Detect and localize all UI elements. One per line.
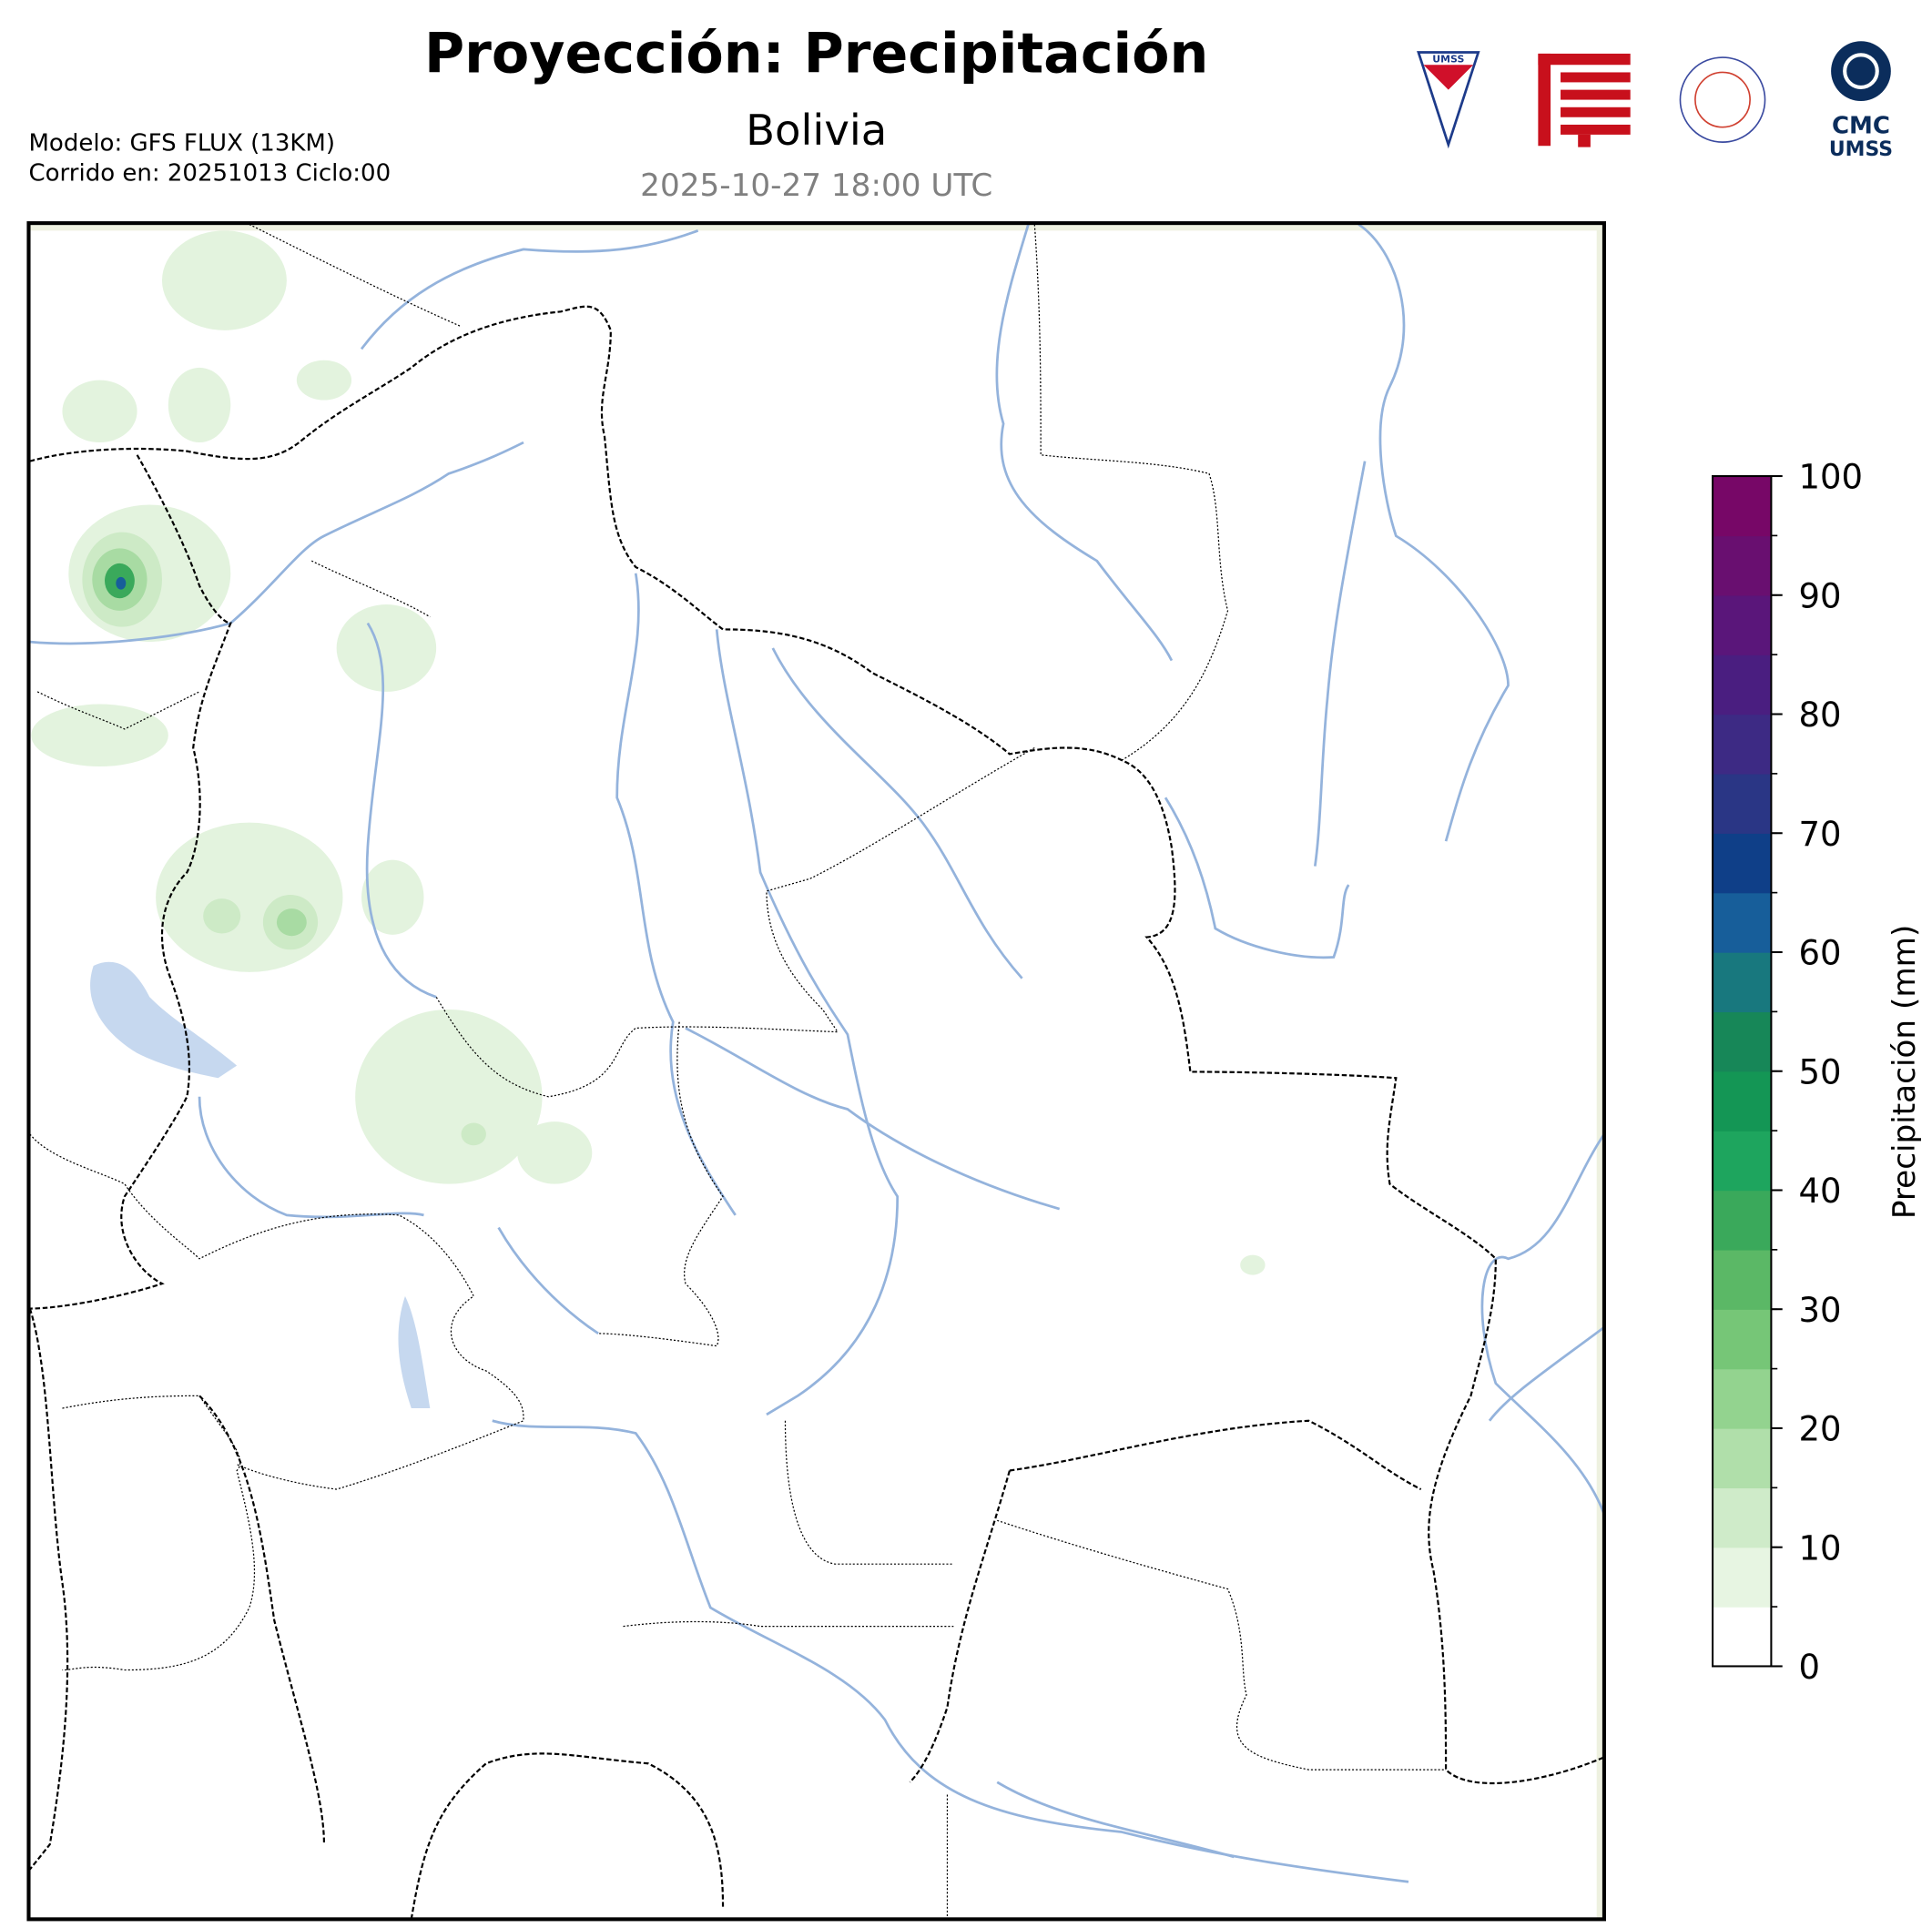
colorbar-segment	[1713, 476, 1772, 537]
colorbar-segment	[1713, 1071, 1772, 1131]
logo-cmc	[1831, 41, 1891, 101]
borders	[28, 223, 1604, 1920]
colorbar: 0 10 20 30 40 50 60 70 80 90 100	[1712, 458, 1864, 1687]
tick-label: 90	[1799, 576, 1842, 615]
tick-label: 80	[1799, 695, 1842, 735]
tick-label: 20	[1799, 1410, 1842, 1449]
colorbar-segment	[1713, 833, 1772, 894]
colorbar-segment	[1713, 1607, 1772, 1668]
colorbar-segment	[1713, 655, 1772, 715]
logo-red	[1538, 53, 1631, 147]
logo-cmc-text: CMC	[1832, 113, 1890, 140]
logo-umss-red	[1423, 65, 1474, 90]
colorbar-segment	[1713, 1131, 1772, 1192]
tick-label: 30	[1799, 1291, 1842, 1330]
colorbar-segment	[1713, 1190, 1772, 1251]
colorbar-segment	[1713, 1309, 1772, 1370]
map	[26, 221, 1606, 1922]
colorbar-segment	[1713, 1249, 1772, 1310]
logo-cmc-sub: UMSS	[1829, 138, 1893, 161]
valid-time: 2025-10-27 18:00 UTC	[640, 167, 992, 204]
lakes	[90, 961, 431, 1409]
precip-areas	[31, 230, 1266, 1275]
rivers	[29, 223, 1604, 1883]
colorbar-segment	[1713, 892, 1772, 953]
tick-label: 10	[1799, 1528, 1842, 1568]
colorbar-segment	[1713, 535, 1772, 596]
run-info: Corrido en: 20251013 Ciclo:00	[28, 160, 391, 188]
colorbar-label: Precipitación (mm)	[1886, 925, 1923, 1220]
subtitle: Bolivia	[746, 106, 887, 155]
tick-label: 70	[1799, 815, 1842, 854]
model-info: Modelo: GFS FLUX (13KM)	[28, 130, 335, 157]
logos: UMSS CMC UMSS	[1417, 41, 1893, 161]
map-edge	[1596, 223, 1604, 1920]
colorbar-segment	[1713, 1547, 1772, 1608]
tick-label: 40	[1799, 1172, 1842, 1211]
colorbar-segment	[1713, 951, 1772, 1013]
colorbar-segment	[1713, 1427, 1772, 1489]
colorbar-segment	[1713, 594, 1772, 655]
map-frame	[26, 221, 1606, 1922]
logo-fisica-inner	[1694, 71, 1751, 128]
colorbar-segment	[1713, 1368, 1772, 1429]
logo-umss	[1417, 51, 1480, 149]
colorbar-segment	[1713, 714, 1772, 775]
colorbar-segment	[1713, 1011, 1772, 1072]
tick-label: 50	[1799, 1052, 1842, 1091]
title: Proyección: Precipitación	[424, 22, 1208, 86]
map-bg	[28, 223, 1604, 1920]
logo-umss-text: UMSS	[1432, 54, 1464, 66]
tick-label: 100	[1799, 458, 1864, 497]
logo-cmc-ring	[1843, 53, 1879, 89]
colorbar-segment	[1713, 773, 1772, 834]
logo-fisica	[1679, 56, 1766, 143]
tick-label: 0	[1799, 1648, 1821, 1687]
map-edge	[28, 223, 1604, 231]
colorbar-segment	[1713, 1487, 1772, 1548]
tick-label: 60	[1799, 934, 1842, 973]
